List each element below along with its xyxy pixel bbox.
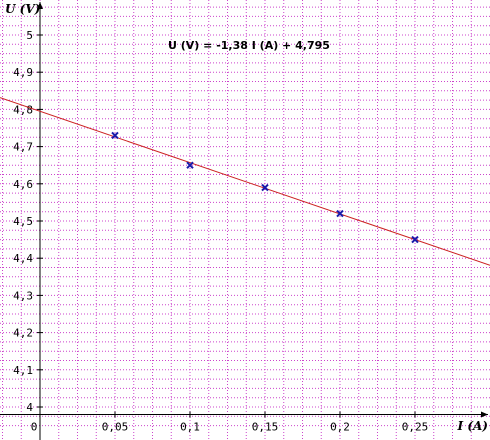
data-point xyxy=(411,235,419,244)
y-tick-label: 4,9 xyxy=(13,66,33,79)
x-tick-label: 0,25 xyxy=(402,420,429,433)
y-tick-label: 4,5 xyxy=(13,215,33,228)
y-axis-title: U (V) xyxy=(5,2,40,16)
x-tick-label: 0,05 xyxy=(102,420,129,433)
data-point-stroke xyxy=(411,235,419,244)
data-point-stroke xyxy=(111,131,119,140)
data-point xyxy=(261,183,269,192)
x-axis-arrow xyxy=(481,411,488,418)
x-tick-label: 0 xyxy=(31,420,38,433)
y-tick-label: 4,2 xyxy=(13,327,33,340)
fit-line-layer xyxy=(0,97,490,266)
data-points xyxy=(111,131,419,244)
tick-labels: 0 0,05 0,1 0,15 0,2 0,25 4 4,1 4,2 4,3 4,4 4,5 4,6 4,… xyxy=(13,29,428,433)
x-axis-title: I (A) xyxy=(457,419,488,433)
data-point xyxy=(186,161,194,169)
y-tick-label: 4,4 xyxy=(13,252,33,265)
y-tick-label: 4,7 xyxy=(13,141,33,154)
x-tick-label: 0,15 xyxy=(252,420,279,433)
data-point-stroke xyxy=(186,161,194,169)
y-tick-label: 5 xyxy=(26,29,33,42)
y-axis-arrow xyxy=(37,2,43,9)
data-point xyxy=(111,131,119,140)
y-tick-label: 4,1 xyxy=(13,364,33,377)
x-tick-label: 0,2 xyxy=(330,420,350,433)
x-tick-label: 0,1 xyxy=(180,420,200,433)
regression-line xyxy=(0,97,490,266)
y-tick-label: 4,3 xyxy=(13,289,33,302)
data-point-stroke xyxy=(261,183,269,192)
equation-label: U (V) = -1,38 I (A) + 4,795 xyxy=(168,39,330,52)
y-tick-label: 4,6 xyxy=(13,178,33,191)
data-point-stroke xyxy=(336,209,344,218)
y-tick-label: 4 xyxy=(26,401,33,414)
data-point xyxy=(336,209,344,218)
